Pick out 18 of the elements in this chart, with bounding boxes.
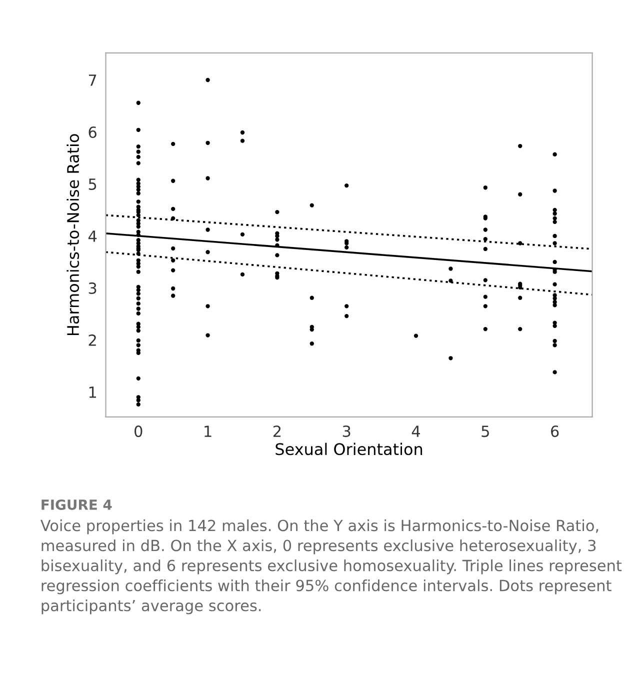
x-tick-label: 0	[134, 426, 142, 438]
y-tick-label: 5	[88, 178, 96, 190]
x-axis-title: Sexual Orientation	[276, 442, 422, 456]
x-tick-label: 6	[551, 426, 559, 438]
y-tick-label: 4	[88, 230, 97, 242]
x-tick-label: 1	[204, 426, 212, 437]
y-axis-title: Harmonics-to-Noise Ratio	[66, 134, 80, 336]
y-tick-label: 6	[88, 126, 96, 138]
text: Voice properties in 142 males. On the Y axis is Harmonics-to-Noise Ratio, measured in dB. On the X axis, 0 represents exclusive heterosexuality, 3 bisexuality, and 6 represents exclusive homosexuality. Triple lines represent regression coefficients with their 95% confidence intervals. Dots represent participants’ average scores.	[40, 519, 622, 614]
x-tick-label: 2	[273, 426, 281, 437]
y-tick-label: 3	[88, 282, 96, 294]
x-tick-label: 4	[412, 426, 420, 437]
x-tick-label: 5	[482, 426, 489, 438]
y-tick-label: 7	[88, 74, 96, 86]
x-tick-label: 3	[342, 426, 350, 438]
y-tick-label: 1	[89, 386, 96, 398]
y-tick-label: 2	[88, 334, 96, 346]
caption: FIGURE 4	[42, 499, 112, 510]
